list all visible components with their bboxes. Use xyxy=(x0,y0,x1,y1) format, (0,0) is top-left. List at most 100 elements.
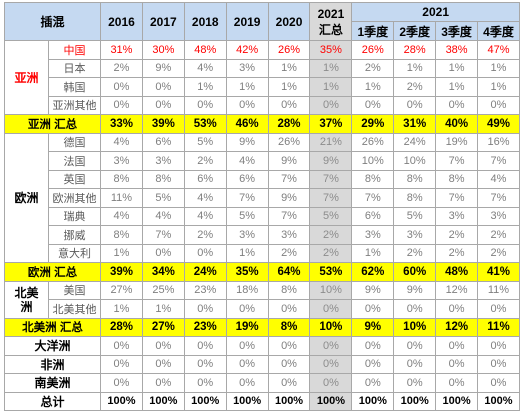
share-value-2016: 27% xyxy=(100,280,143,300)
share-value-2021-q3: 7% xyxy=(435,188,479,208)
share-value-2021-q4: 0% xyxy=(477,373,520,393)
share-value-2016: 0% xyxy=(100,77,143,97)
share-value-2021-q1: 26% xyxy=(351,40,395,60)
share-value-2021-q2: 0% xyxy=(393,373,437,393)
share-value-2021-total: 0% xyxy=(309,373,353,393)
share-value-2019: 7% xyxy=(225,188,269,208)
share-value-2019: 0% xyxy=(225,373,269,393)
share-value-2016: 31% xyxy=(100,40,143,60)
region-row: 非洲 0% 0% 0% 0% 0% 0% 0% 0% 0% 0% xyxy=(3,354,520,374)
share-value-2021-total: 53% xyxy=(309,262,353,282)
share-value-2017: 4% xyxy=(141,206,185,226)
country-row: 挪威 8% 7% 2% 3% 3% 2% 3% 3% 2% 2% xyxy=(5,225,520,245)
share-value-2021-total: 10% xyxy=(309,280,353,300)
share-value-2016: 1% xyxy=(100,243,143,263)
share-value-2017: 30% xyxy=(141,40,185,60)
header-row-bottom: 1季度 2季度 3季度 4季度 xyxy=(5,21,520,41)
share-value-2017: 0% xyxy=(141,243,185,263)
share-value-2021-q3: 19% xyxy=(435,132,479,152)
share-value-2016: 39% xyxy=(100,262,143,282)
share-value-2021-q1: 100% xyxy=(351,391,395,411)
share-value-2021-q4: 16% xyxy=(477,132,520,152)
share-value-2021-q4: 4% xyxy=(477,169,520,189)
share-value-2018: 2% xyxy=(183,151,227,171)
share-value-2016: 28% xyxy=(100,317,143,337)
share-value-2021-q4: 0% xyxy=(477,336,520,356)
share-value-2019: 0% xyxy=(225,354,269,374)
share-value-2017: 5% xyxy=(141,188,185,208)
share-value-2020: 2% xyxy=(267,243,311,263)
share-value-2020: 26% xyxy=(267,132,311,152)
corner-header: 插混 xyxy=(3,2,102,41)
share-value-2021-q2: 60% xyxy=(393,262,437,282)
share-value-2021-q3: 1% xyxy=(435,58,479,78)
share-value-2019: 18% xyxy=(225,280,269,300)
share-value-2018: 0% xyxy=(183,336,227,356)
share-value-2021-q2: 0% xyxy=(393,95,437,115)
share-value-2021-q1: 1% xyxy=(351,77,395,97)
share-value-2020: 1% xyxy=(267,58,311,78)
share-value-2018: 0% xyxy=(183,95,227,115)
country-row: 瑞典 4% 4% 4% 5% 7% 5% 6% 5% 3% 3% xyxy=(5,206,520,226)
share-value-2016: 33% xyxy=(100,114,143,134)
share-value-2021-q2: 2% xyxy=(393,243,437,263)
share-value-2019: 0% xyxy=(225,299,269,319)
country-row: 法国 3% 3% 2% 4% 9% 9% 10% 10% 7% 7% xyxy=(5,151,520,171)
share-value-2017: 27% xyxy=(141,317,185,337)
share-value-2021-q4: 0% xyxy=(477,95,520,115)
share-value-2021-q1: 6% xyxy=(351,206,395,226)
header-row-top: 插混 2016 2017 2018 2019 2020 2021 汇总 2021 xyxy=(3,2,520,41)
share-value-2020: 3% xyxy=(267,225,311,245)
country-name: 挪威 xyxy=(47,225,102,245)
share-value-2021-q2: 28% xyxy=(393,40,437,60)
share-value-2021-q3: 38% xyxy=(435,40,479,60)
share-value-2017: 9% xyxy=(141,58,185,78)
quarter-header: 3季度 xyxy=(435,21,479,41)
share-value-2021-q3: 7% xyxy=(435,151,479,171)
share-value-2020: 0% xyxy=(267,299,311,319)
share-value-2017: 34% xyxy=(141,262,185,282)
share-value-2021-q1: 1% xyxy=(351,243,395,263)
share-value-2018: 24% xyxy=(183,262,227,282)
share-value-2019: 0% xyxy=(225,336,269,356)
share-value-2021-q4: 100% xyxy=(477,391,520,411)
share-value-2021-q1: 0% xyxy=(351,336,395,356)
share-value-2021-q1: 0% xyxy=(351,95,395,115)
share-value-2021-total: 0% xyxy=(309,354,353,374)
share-value-2021-q3: 2% xyxy=(435,225,479,245)
share-value-2018: 4% xyxy=(183,58,227,78)
share-value-2021-q4: 7% xyxy=(477,188,520,208)
share-value-2021-q2: 0% xyxy=(393,336,437,356)
share-value-2021-q2: 10% xyxy=(393,317,437,337)
share-value-2019: 0% xyxy=(225,95,269,115)
share-value-2021-q4: 47% xyxy=(477,40,520,60)
share-value-2021-q2: 24% xyxy=(393,132,437,152)
share-value-2020: 9% xyxy=(267,188,311,208)
share-value-2019: 4% xyxy=(225,151,269,171)
subtotal-label: 欧洲 汇总 xyxy=(3,262,102,282)
country-name: 意大利 xyxy=(47,243,102,263)
share-value-2021-q4: 11% xyxy=(477,317,520,337)
share-value-2021-total: 0% xyxy=(309,336,353,356)
share-value-2021-q3: 48% xyxy=(435,262,479,282)
country-name: 法国 xyxy=(47,151,102,171)
region-name: 北美洲 xyxy=(14,285,39,314)
share-value-2018: 48% xyxy=(183,40,227,60)
share-value-2021-q4: 0% xyxy=(477,299,520,319)
share-value-2021-q3: 12% xyxy=(435,317,479,337)
share-value-2019: 5% xyxy=(225,206,269,226)
share-value-2016: 11% xyxy=(100,188,143,208)
share-value-2021-q1: 3% xyxy=(351,225,395,245)
share-value-2021-q3: 0% xyxy=(435,354,479,374)
share-value-2021-q1: 9% xyxy=(351,280,395,300)
share-value-2020: 1% xyxy=(267,77,311,97)
country-name: 北美其他 xyxy=(47,299,102,319)
region-name: 南美洲 xyxy=(3,373,102,393)
share-value-2019: 3% xyxy=(225,58,269,78)
summary-header-label: 汇总 xyxy=(318,22,343,37)
share-value-2017: 1% xyxy=(141,299,185,319)
share-value-2021-q3: 0% xyxy=(435,373,479,393)
country-name: 英国 xyxy=(47,169,102,189)
region-subtotal-row: 亚洲 汇总 33% 39% 53% 46% 28% 37% 29% 31% 40% 49% xyxy=(3,114,520,134)
share-value-2016: 0% xyxy=(100,336,143,356)
